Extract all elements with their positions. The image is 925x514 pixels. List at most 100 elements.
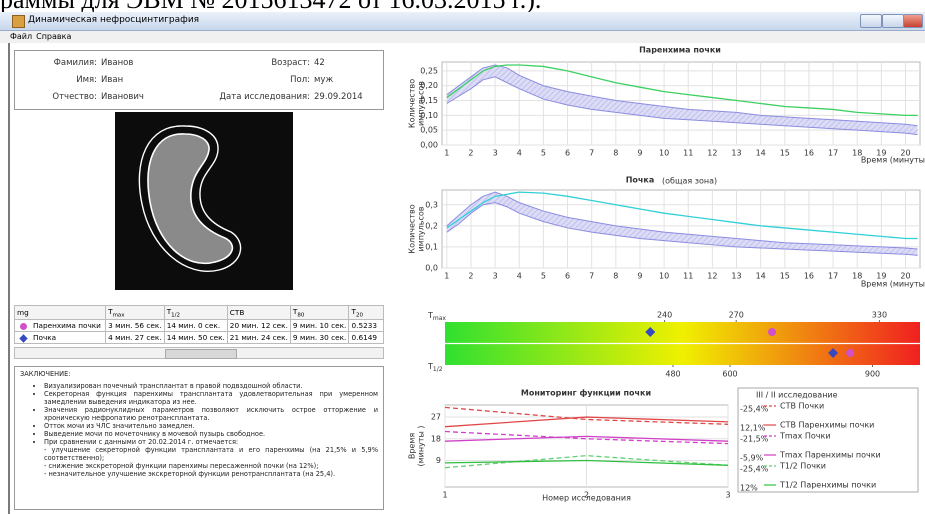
x-tick-label: 16 bbox=[804, 149, 814, 158]
legend-change: 12% bbox=[740, 484, 758, 493]
x-tick-label: 17 bbox=[828, 272, 838, 281]
x-tick-label: 5 bbox=[541, 272, 546, 281]
x-tick-label: 14 bbox=[756, 149, 766, 158]
header-sub: 80 bbox=[297, 312, 304, 318]
conclusion-subitem: - снижение экскреторной функции паренхим… bbox=[44, 462, 378, 470]
x-tick-label: 3 bbox=[725, 491, 730, 500]
table-cell: 0.5233 bbox=[349, 320, 384, 332]
scroll-thumb[interactable] bbox=[165, 349, 237, 359]
scrollbar[interactable] bbox=[14, 347, 384, 359]
data-row: Почка 4 мин. 27 сек.14 мин. 50 сек.21 мин… bbox=[15, 332, 384, 344]
chart-title: Паренхима почки bbox=[639, 46, 721, 55]
x-tick-label: 2 bbox=[468, 149, 473, 158]
y-tick-label: 0,1 bbox=[425, 242, 438, 251]
top-tick-label: 330 bbox=[872, 311, 887, 320]
y-axis-label: Время bbox=[408, 433, 417, 460]
scale-top-label: Tmax bbox=[427, 311, 446, 322]
y-tick-label: 0,05 bbox=[420, 126, 438, 135]
y-tick-label: 18 bbox=[431, 434, 441, 443]
x-tick-label: 8 bbox=[613, 272, 618, 281]
scale-marker bbox=[846, 349, 854, 357]
cell-text: Паренхима почки bbox=[33, 321, 101, 330]
field-value: Иванов bbox=[101, 58, 133, 68]
field-value: 29.09.2014 bbox=[314, 92, 363, 102]
y-tick-label: 0,3 bbox=[425, 200, 438, 209]
table-cell: 14 мин. 50 сек. bbox=[164, 332, 227, 344]
conclusion-subitem: - незначительное улучшение экскреторной … bbox=[44, 470, 378, 478]
conclusion-title: ЗАКЛЮЧЕНИЕ: bbox=[20, 370, 378, 378]
cell-text: 3 мин. 56 сек. bbox=[108, 321, 161, 330]
legend-label: Tmax Почки bbox=[779, 432, 831, 441]
table-cell: 9 мин. 30 сек. bbox=[290, 332, 349, 344]
x-tick-label: 10 bbox=[659, 272, 669, 281]
header-sub: 1/2 bbox=[171, 312, 180, 318]
table-cell: Паренхима почки bbox=[15, 320, 106, 332]
x-tick-label: 7 bbox=[589, 272, 594, 281]
table-cell: Почка bbox=[15, 332, 106, 344]
legend-title: III / II исследование bbox=[756, 391, 838, 400]
x-tick-label: 15 bbox=[780, 272, 790, 281]
y-axis-label: Количество bbox=[408, 79, 417, 128]
header-cell: mg bbox=[15, 306, 106, 320]
header-cell: T80 bbox=[290, 306, 349, 320]
scan-image bbox=[115, 112, 293, 290]
bottom-tick-label: 480 bbox=[665, 370, 680, 379]
scale-bottom-label-sub: 1/2 bbox=[433, 366, 443, 373]
x-tick-label: 9 bbox=[637, 272, 642, 281]
cell-text: 0.5233 bbox=[351, 321, 377, 330]
y-tick-label: 0,00 bbox=[420, 141, 438, 150]
legend-label: Tmax Паренхимы почки bbox=[779, 451, 881, 460]
x-tick-label: 12 bbox=[707, 272, 717, 281]
conclusion-item: При сравнении с данными от 20.02.2014 г.… bbox=[44, 438, 378, 478]
item-text: Секреторная функция паренхимы трансплант… bbox=[44, 390, 378, 406]
x-tick-label: 6 bbox=[565, 149, 570, 158]
legend-label: T1/2 Паренхимы почки bbox=[779, 481, 876, 490]
conclusion-list: Визуализирован почечный трансплантат в п… bbox=[20, 382, 378, 478]
item-text: При сравнении с данными от 20.02.2014 г.… bbox=[44, 438, 238, 446]
field-value: Иван bbox=[101, 75, 123, 85]
header-cell: T1/2 bbox=[164, 306, 227, 320]
table-cell: 20 мин. 12 сек. bbox=[227, 320, 290, 332]
y-tick-label: 9 bbox=[436, 456, 441, 465]
legend-label: T1/2 Почки bbox=[779, 462, 826, 471]
table-cell: 21 мин. 24 сек. bbox=[227, 332, 290, 344]
chart-subtitle: (общая зона) bbox=[662, 177, 717, 186]
header-sub: max bbox=[113, 312, 125, 318]
y-tick-label: 27 bbox=[431, 413, 441, 422]
header-cell: Tmax bbox=[106, 306, 165, 320]
y-axis-label: импульсов bbox=[417, 81, 426, 126]
x-axis-label: Время (минуты bbox=[861, 280, 925, 289]
field-label: Возраст: bbox=[271, 58, 310, 68]
table-cell: 3 мин. 56 сек. bbox=[106, 320, 165, 332]
x-tick-label: 3 bbox=[493, 272, 498, 281]
cell-text: 20 мин. 12 сек. bbox=[230, 321, 288, 330]
y-axis-label: Количество bbox=[408, 204, 417, 253]
chart-title: Мониторинг функции почки bbox=[521, 389, 651, 398]
x-tick-label: 15 bbox=[780, 149, 790, 158]
x-tick-label: 9 bbox=[637, 149, 642, 158]
legend-change: 12,1% bbox=[740, 424, 766, 433]
bottom-tick-label: 600 bbox=[722, 370, 737, 379]
table-cell: 9 мин. 10 сек. bbox=[290, 320, 349, 332]
y-axis-label: импульсов bbox=[417, 206, 426, 251]
x-tick-label: 4 bbox=[517, 272, 522, 281]
header-sub: 20 bbox=[356, 312, 363, 318]
x-tick-label: 5 bbox=[541, 149, 546, 158]
table-cell: 4 мин. 27 сек. bbox=[106, 332, 165, 344]
data-row: Паренхима почки3 мин. 56 сек.14 мин. 0 с… bbox=[15, 320, 384, 332]
bottom-tick-label: 900 bbox=[865, 370, 880, 379]
header-cell: T20 bbox=[349, 306, 384, 320]
scale-marker bbox=[768, 328, 776, 336]
table-cell: 0.6149 bbox=[349, 332, 384, 344]
x-tick-label: 2 bbox=[468, 272, 473, 281]
cell-text: 4 мин. 27 сек. bbox=[108, 333, 161, 342]
row-marker bbox=[19, 334, 27, 342]
cell-text: Почка bbox=[33, 333, 56, 342]
x-tick-label: 13 bbox=[731, 272, 741, 281]
conclusion-subitem: - улучшение секреторной функции транспла… bbox=[44, 446, 378, 462]
field-label: Отчество: bbox=[52, 92, 97, 102]
item-text: Визуализирован почечный трансплантат в п… bbox=[44, 382, 303, 390]
row-marker bbox=[20, 323, 27, 330]
